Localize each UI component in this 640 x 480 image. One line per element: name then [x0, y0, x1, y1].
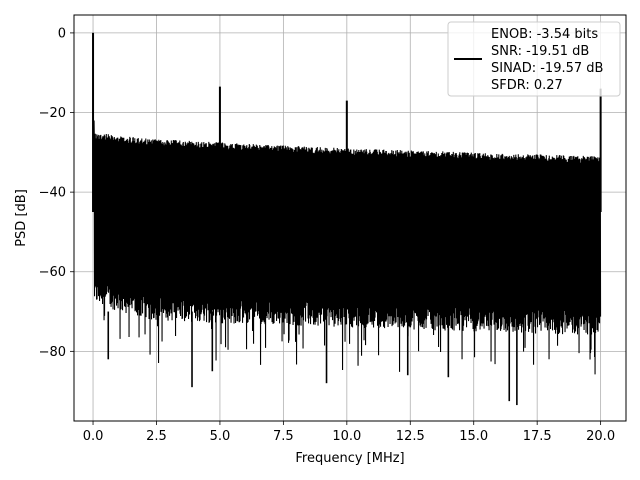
y-tick-label: −60: [39, 265, 66, 280]
y-tick-label: −80: [39, 345, 66, 360]
x-tick-label: 10.0: [332, 429, 361, 444]
legend-snr: SNR: -19.51 dB: [491, 44, 589, 59]
legend: ENOB: -3.54 bits SNR: -19.51 dB SINAD: -…: [447, 21, 621, 97]
legend-box: [447, 21, 621, 97]
x-tick-label: 17.5: [523, 429, 552, 444]
y-tick-label: −20: [39, 106, 66, 121]
y-tick-label: −40: [39, 186, 66, 201]
y-axis-label: PSD [dB]: [14, 189, 29, 247]
plot-frame: [73, 14, 627, 422]
x-tick-label: 12.5: [396, 429, 425, 444]
axis-ticks: 0.0 2.5 5.0 7.5 10.0 12.5 15.0 17.5 20.0 0 −20 −40 −…: [39, 26, 616, 444]
x-tick-label: 5.0: [210, 429, 231, 444]
legend-sinad: SINAD: -19.57 dB: [491, 61, 603, 76]
psd-trace: [92, 32, 602, 375]
x-tick-label: 0.0: [83, 429, 104, 444]
x-tick-label: 2.5: [146, 429, 167, 444]
legend-enob: ENOB: -3.54 bits: [491, 27, 598, 42]
legend-sfdr: SFDR: 0.27: [491, 78, 563, 93]
x-axis-label: Frequency [MHz]: [295, 451, 404, 466]
y-tick-label: 0: [58, 26, 66, 41]
x-tick-label: 15.0: [459, 429, 488, 444]
x-tick-label: 7.5: [273, 429, 294, 444]
series-psd: [92, 32, 602, 406]
x-tick-label: 20.0: [586, 429, 615, 444]
